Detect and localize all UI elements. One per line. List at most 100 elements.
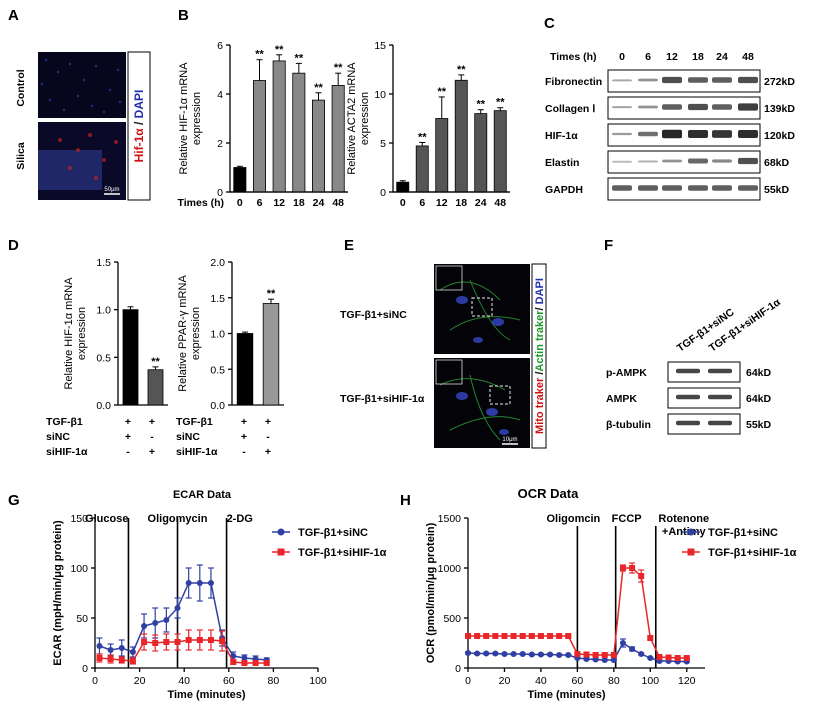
data-point bbox=[528, 633, 535, 639]
blot-band bbox=[712, 77, 732, 83]
condition-sign: - bbox=[242, 446, 246, 458]
panel-d-condition-table: TGF-β1 + + siNC + - siHIF-1α - + TGF-β1 + + siNC + - si… bbox=[46, 416, 271, 458]
condition-sign: - bbox=[150, 431, 154, 443]
y-tick-label: 0.0 bbox=[210, 400, 225, 412]
x-tick-label: 120 bbox=[678, 675, 696, 687]
data-point bbox=[174, 605, 181, 611]
data-point bbox=[638, 651, 645, 657]
blot-kd: 55kD bbox=[764, 184, 790, 196]
significance-mark: ** bbox=[476, 99, 485, 111]
bar-18 bbox=[292, 72, 306, 193]
y-axis-title: Relative PPAR-γ mRNA bbox=[177, 275, 189, 392]
blot-band bbox=[708, 394, 732, 400]
condition-sign: + bbox=[125, 416, 131, 428]
x-tick-label: 6 bbox=[419, 197, 425, 209]
y-tick-label: 0.0 bbox=[96, 400, 111, 412]
data-point bbox=[674, 655, 681, 661]
bar-18 bbox=[454, 79, 468, 193]
data-point bbox=[107, 656, 114, 662]
data-point bbox=[263, 660, 270, 666]
data-point bbox=[610, 657, 617, 663]
y-tick-label: 0 bbox=[217, 187, 223, 199]
data-point bbox=[601, 657, 608, 663]
zoom-box-sihif bbox=[489, 385, 511, 405]
x-tick-label: 100 bbox=[309, 675, 327, 687]
blot-band bbox=[688, 103, 708, 111]
data-point bbox=[528, 651, 535, 658]
x-tick-label: 48 bbox=[494, 197, 506, 209]
significance-mark: ** bbox=[255, 49, 264, 61]
data-point bbox=[96, 655, 103, 661]
blot-box bbox=[607, 96, 761, 120]
scale-bar-a-label: 50μm bbox=[104, 187, 119, 193]
x-tick-label: 18 bbox=[455, 197, 467, 209]
data-point bbox=[547, 633, 554, 639]
blot-kd: 272kD bbox=[764, 76, 795, 88]
x-axis-title: Time (minutes) bbox=[167, 689, 245, 701]
condition-sign: + bbox=[241, 431, 247, 443]
data-point bbox=[129, 649, 136, 655]
series-line bbox=[99, 639, 267, 664]
data-point bbox=[665, 654, 672, 661]
image-sihif bbox=[434, 358, 530, 448]
stain-legend-a-text: Hif-1α / DAPI bbox=[132, 90, 146, 163]
x-tick-label: 100 bbox=[642, 675, 660, 687]
chart-hif1a-knockdown: 0.0 0.5 1.0 1.5 ** Relative HIF-1α mRNA expres… bbox=[63, 257, 168, 412]
panel-label-h: H bbox=[400, 492, 411, 509]
y-tick-label: 4 bbox=[217, 89, 223, 101]
bar-siNC bbox=[122, 309, 139, 406]
data-point bbox=[465, 650, 471, 656]
blot-band bbox=[676, 368, 700, 374]
blot-band bbox=[676, 420, 700, 426]
chart-ocr: OCR Data 0 500 1000 1500 0 20 40 60 80 100 120 Time … bbox=[425, 486, 797, 701]
condition-sign: + bbox=[241, 416, 247, 428]
blot-band bbox=[612, 160, 632, 163]
data-point bbox=[537, 651, 544, 658]
x-axis-title: Time (minutes) bbox=[527, 689, 605, 701]
legend-swatch bbox=[277, 528, 285, 536]
x-tick-label: 0 bbox=[400, 197, 406, 209]
data-point bbox=[141, 623, 148, 629]
data-point bbox=[510, 651, 517, 657]
x-tick-label: 0 bbox=[237, 197, 243, 209]
blot-band bbox=[738, 76, 758, 84]
panel-label-c: C bbox=[544, 15, 555, 32]
bar-siHIF-1α bbox=[147, 369, 164, 406]
y-tick-label: 1000 bbox=[438, 563, 462, 575]
chart-ecar: ECAR Data 0 50 100 150 0 20 40 60 80 100 Time (minu… bbox=[52, 489, 387, 701]
blot-band bbox=[708, 368, 732, 374]
y-tick-label: 1500 bbox=[438, 513, 462, 525]
bar-24 bbox=[474, 113, 488, 193]
y-axis-title-line2: expression bbox=[191, 92, 203, 145]
blot-band bbox=[688, 158, 708, 164]
condition-sign: - bbox=[266, 431, 270, 443]
actin-filaments bbox=[439, 279, 521, 441]
scale-bar-e-label: 10μm bbox=[502, 437, 517, 443]
y-axis-title: Relative ACTA2 mRNA bbox=[346, 62, 358, 175]
legend-label: TGF-β1+siNC bbox=[708, 527, 778, 539]
data-point bbox=[185, 580, 192, 586]
data-point bbox=[547, 651, 554, 658]
inset-sihif bbox=[435, 359, 463, 385]
series-line bbox=[99, 582, 267, 661]
blot-box bbox=[667, 387, 741, 409]
data-point bbox=[492, 633, 499, 639]
zoom-box-sinc bbox=[471, 297, 493, 317]
data-point bbox=[174, 639, 181, 645]
nuclei-e bbox=[456, 296, 509, 435]
data-point bbox=[219, 638, 226, 644]
panel-f-western-blot: TGF-β1+siNC TGF-β1+siHIF-1α p-AMPK 64kDAM… bbox=[606, 296, 783, 435]
x-tick-label: 12 bbox=[273, 197, 285, 209]
significance-mark: ** bbox=[275, 44, 284, 56]
bar-6 bbox=[253, 80, 266, 193]
blot-kd: 120kD bbox=[764, 130, 795, 142]
blot-band bbox=[712, 104, 732, 110]
blot-box bbox=[667, 361, 741, 383]
chart-acta2-timecourse: 0 5 10 15 0 ** 6 ** 12 ** 18 ** 24 ** 48 Relative ACTA2… bbox=[346, 40, 510, 209]
y-tick-label: 100 bbox=[70, 563, 88, 575]
data-point bbox=[647, 635, 654, 641]
data-point bbox=[185, 637, 192, 643]
blot-time-label: 18 bbox=[692, 51, 704, 63]
condition-sign: + bbox=[265, 416, 271, 428]
x-tick-label: 24 bbox=[313, 197, 325, 209]
